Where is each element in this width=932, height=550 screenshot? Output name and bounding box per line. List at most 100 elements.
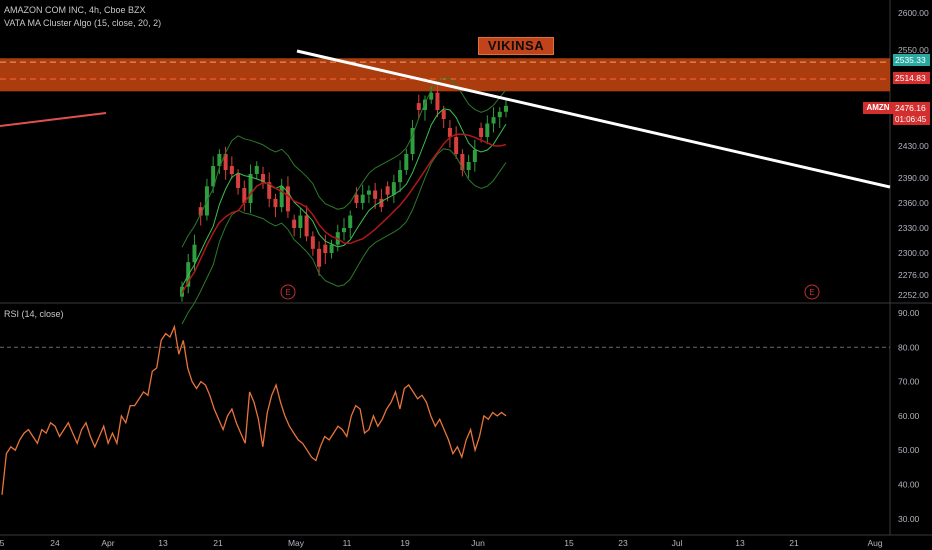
ticker-badge: AMZN (863, 102, 893, 114)
earnings-marker-label: E (809, 288, 814, 297)
candle (410, 128, 415, 154)
rsi-axis-tick: 80.00 (898, 342, 920, 352)
candle (292, 219, 297, 228)
candle (460, 154, 465, 170)
descending-trendline (296, 49, 891, 189)
rsi-axis-tick: 40.00 (898, 480, 920, 490)
candle (279, 186, 284, 208)
candle (373, 190, 378, 199)
candle (304, 215, 309, 237)
candle (485, 123, 490, 137)
candle (447, 128, 452, 137)
candle (497, 111, 502, 118)
price-axis-tick: 2550.00 (898, 45, 929, 55)
price-axis-tick: 2360.00 (898, 198, 929, 208)
candle (466, 162, 471, 170)
time-axis-tick: Jun (471, 538, 485, 548)
candle (329, 244, 334, 253)
price-axis-tick: 2276.00 (898, 270, 929, 280)
candle (441, 110, 446, 119)
time-axis-tick: 15 (564, 538, 574, 548)
rsi-axis-tick: 20.00 (898, 548, 920, 550)
candle (267, 182, 272, 199)
price-axis-tick: 2390.00 (898, 173, 929, 183)
time-axis-tick: Aug (867, 538, 882, 548)
symbol-legend: AMAZON COM INC, 4h, Cboe BZX (4, 5, 146, 15)
time-axis-tick: 13 (735, 538, 745, 548)
candle (472, 150, 477, 162)
price-axis-tick: 2252.00 (898, 290, 929, 300)
bar-countdown: 01:06:45 (893, 114, 930, 125)
price-axis-tick: 2330.00 (898, 223, 929, 233)
watermark-label: VIKINSA (478, 37, 554, 55)
rsi-axis-tick: 60.00 (898, 411, 920, 421)
candle (242, 188, 247, 203)
slow-ma (181, 133, 507, 294)
time-axis-tick: 23 (618, 538, 628, 548)
candle (236, 174, 241, 188)
candle (273, 198, 278, 208)
price-label-last: 2476.16 (893, 102, 930, 114)
candle (391, 182, 396, 195)
candle (342, 228, 346, 233)
rsi-line (1, 324, 507, 495)
indicator-legend: VATA MA Cluster Algo (15, close, 20, 2) (4, 18, 162, 28)
upper-band (181, 76, 507, 248)
earnings-marker (804, 284, 820, 300)
candle (491, 117, 496, 124)
candle (217, 154, 222, 166)
rsi-axis-tick: 30.00 (898, 514, 920, 524)
candle (261, 174, 265, 183)
time-axis-tick: May (288, 538, 305, 548)
price-label-mid-level: 2514.83 (893, 72, 930, 84)
candle (323, 244, 328, 253)
candle (504, 105, 508, 112)
price-axis-tick: 2600.00 (898, 8, 929, 18)
candle (180, 286, 184, 297)
candle (398, 170, 403, 183)
candle (229, 166, 234, 174)
candle (211, 166, 216, 187)
candle (404, 154, 409, 170)
time-axis-tick: Jul (672, 538, 683, 548)
left-trend-segment (0, 112, 107, 127)
candle (416, 103, 421, 110)
candle (198, 207, 203, 216)
rsi-legend: RSI (14, close) (4, 309, 64, 319)
time-axis-tick: 19 (400, 538, 410, 548)
fast-ma (181, 108, 507, 287)
rsi-axis-tick: 90.00 (898, 308, 920, 318)
candle (366, 190, 371, 195)
candle (423, 99, 427, 110)
time-axis-tick: Apr (101, 538, 114, 548)
time-axis-tick: 21 (213, 538, 223, 548)
candle (192, 244, 197, 263)
candle (454, 137, 459, 154)
candle (223, 154, 228, 170)
candle (354, 194, 359, 203)
price-label-top-level: 2535.33 (893, 54, 930, 66)
candle (248, 174, 253, 203)
time-axis-tick: 5 (0, 538, 5, 548)
candle (479, 128, 484, 137)
candle (360, 194, 365, 203)
rsi-axis-tick: 70.00 (898, 377, 920, 387)
candle (379, 198, 384, 208)
time-axis-tick: 24 (50, 538, 60, 548)
time-axis-tick: 21 (789, 538, 799, 548)
price-axis-tick: 2430.00 (898, 141, 929, 151)
candle (348, 215, 353, 228)
candle (429, 92, 434, 100)
earnings-marker-label: E (285, 288, 290, 297)
price-axis-tick: 2300.00 (898, 248, 929, 258)
candle (298, 215, 303, 228)
candle (254, 166, 259, 174)
time-axis-tick: 11 (343, 538, 352, 548)
candle (435, 92, 440, 110)
earnings-marker (280, 284, 296, 300)
candle (317, 248, 322, 267)
candle (385, 186, 390, 195)
candle (285, 186, 290, 212)
